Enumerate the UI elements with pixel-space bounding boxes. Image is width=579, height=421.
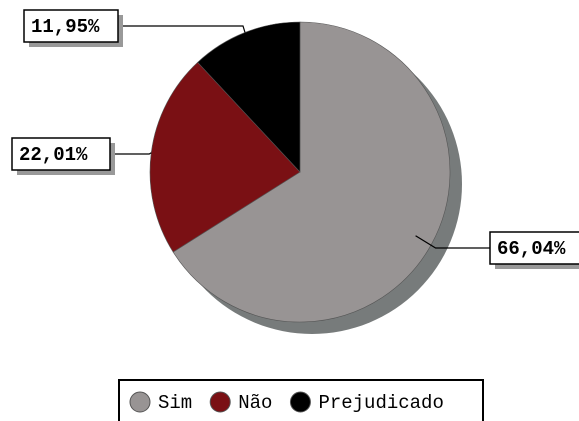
legend-marker <box>129 391 151 413</box>
pie-slice <box>197 21 301 173</box>
data-label: 11,95% <box>31 16 100 38</box>
label-box <box>11 137 111 171</box>
leader-line <box>415 235 490 249</box>
label-box <box>489 231 579 265</box>
leader-line <box>110 152 152 155</box>
label-box <box>23 9 119 43</box>
legend-marker <box>289 391 311 413</box>
legend-label: Sim <box>158 392 192 414</box>
data-label: 66,04% <box>497 238 566 260</box>
pie-slice <box>172 21 451 323</box>
pie-slice <box>149 61 301 253</box>
legend-label: Prejudicado <box>318 392 443 414</box>
legend-label: Não <box>238 392 272 414</box>
leader-line <box>118 25 246 33</box>
data-label: 22,01% <box>19 144 88 166</box>
legend-marker <box>209 391 231 413</box>
